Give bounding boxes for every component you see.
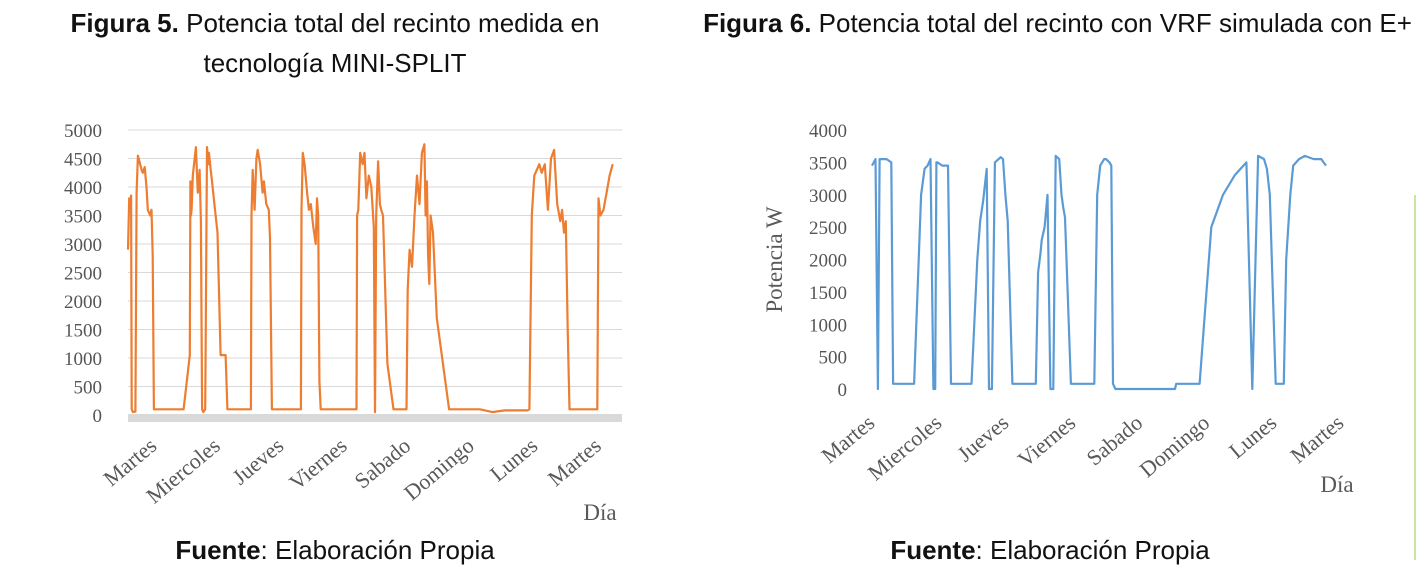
fig5-y-tick-label: 4000	[64, 178, 102, 199]
fig5-x-axis-title: Día	[583, 500, 616, 525]
figure5-caption-label: Figura 5.	[70, 8, 179, 38]
figure5-source: Fuente: Elaboración Propia	[20, 532, 650, 568]
fig6-x-category-label: Martes	[1285, 410, 1348, 468]
fig6-y-tick-label: 3500	[809, 153, 847, 174]
figure6-source: Fuente: Elaboración Propia	[730, 532, 1370, 568]
page-edge-line	[1414, 195, 1416, 560]
fig6-y-tick-label: 4000	[809, 121, 847, 142]
fig6-x-category-label: Viernes	[1013, 410, 1080, 472]
fig6-y-tick-label: 0	[838, 380, 848, 401]
figure5-caption-text: Potencia total del recinto medida en tec…	[178, 8, 600, 78]
figure6-caption-text: Potencia total del recinto con VRF simul…	[811, 8, 1412, 38]
fig6-x-category-label: Domingo	[1134, 410, 1214, 483]
fig5-y-tick-label: 0	[93, 406, 103, 427]
fig6-y-tick-label: 1000	[809, 315, 847, 336]
fig5-y-tick-label: 2500	[64, 264, 102, 285]
fig6-y-tick-label: 2500	[809, 218, 847, 239]
fig6-y-tick-label: 2000	[809, 251, 847, 272]
fig5-y-tick-label: 3000	[64, 235, 102, 256]
fig5-x-axis	[128, 414, 622, 422]
fig6-x-category-label: Miercoles	[863, 410, 946, 486]
fig5-series-line	[126, 143, 614, 414]
fig6-y-tick-label: 3000	[809, 186, 847, 207]
fig5-y-tick-label: 1500	[64, 321, 102, 342]
fig5-y-tick-label: 4500	[64, 150, 102, 171]
figure5-source-text: : Elaboración Propia	[260, 535, 495, 565]
fig6-x-axis-title: Día	[1320, 472, 1353, 497]
fig5-y-tick-label: 3500	[64, 207, 102, 228]
fig6-series-line	[871, 154, 1327, 391]
figure5-source-label: Fuente	[175, 535, 261, 565]
figure6-caption-label: Figura 6.	[703, 8, 812, 38]
fig6-x-category-label: Lunes	[1224, 410, 1281, 464]
fig5-y-tick-label: 500	[74, 378, 103, 399]
figure6-source-label: Fuente	[890, 535, 976, 565]
fig6-x-category-label: Jueves	[952, 410, 1013, 467]
fig6-y-axis-title: Potencia W	[762, 206, 787, 313]
fig5-y-tick-label: 5000	[64, 121, 102, 142]
figure5-caption: Figura 5. Potencia total del recinto med…	[20, 3, 650, 83]
fig5-y-tick-label: 2000	[64, 292, 102, 313]
figure6-caption: Figura 6. Potencia total del recinto con…	[700, 3, 1415, 43]
fig6-y-tick-label: 1500	[809, 283, 847, 304]
fig5-y-tick-label: 1000	[64, 349, 102, 370]
figure6-source-text: : Elaboración Propia	[975, 535, 1210, 565]
fig6-y-tick-label: 500	[819, 348, 848, 369]
